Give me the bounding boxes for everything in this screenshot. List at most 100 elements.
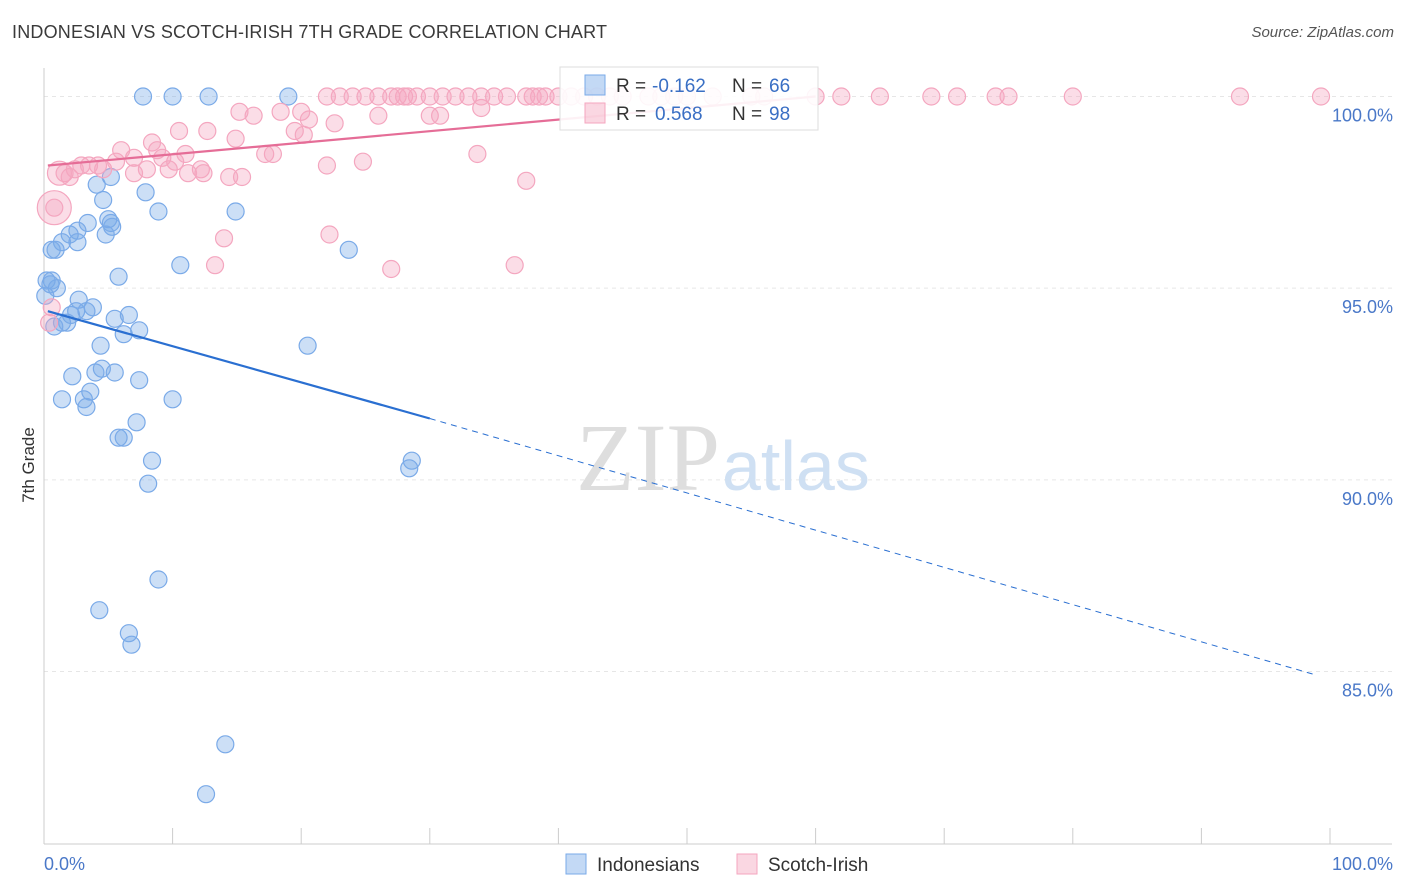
watermark-zip: ZIP [576, 404, 720, 511]
legend-r-value-2: 0.568 [655, 104, 703, 125]
indonesians-point-22 [171, 256, 190, 275]
scotch-irish-point-88 [398, 87, 418, 106]
scotch-irish-point-46 [169, 121, 189, 141]
scotch-irish-point-14 [497, 87, 517, 106]
indonesians-point-55 [142, 451, 162, 470]
indonesians-point-58 [139, 474, 158, 493]
indonesians-point-41 [298, 336, 317, 355]
scotch-irish-point-82 [214, 229, 234, 248]
scotch-irish-point-34 [999, 87, 1018, 106]
legend-swatch-indonesians [584, 74, 606, 96]
scotch-irish-point-15 [517, 87, 536, 106]
indonesians-point-43 [86, 363, 105, 382]
indonesians-point-50 [163, 390, 182, 409]
indonesians-points [36, 87, 421, 804]
legend-n-label-2: N = [732, 104, 762, 125]
scotch-irish-point-6 [388, 87, 407, 106]
indonesians-point-51 [77, 397, 96, 417]
scotch-irish-point-38 [230, 102, 249, 121]
scotch-irish-point-43 [420, 106, 439, 125]
indonesians-point-11 [78, 213, 97, 233]
bottom-legend-label-scotch-irish: Scotch-Irish [768, 855, 868, 876]
indonesians-point-7 [94, 190, 113, 210]
watermark-atlas: atlas [722, 427, 870, 505]
legend-box [559, 66, 819, 131]
scotch-irish-point-37 [1311, 87, 1331, 106]
scotch-irish-point-79 [60, 167, 79, 187]
scotch-irish-point-35 [1063, 87, 1082, 106]
indonesians-point-44 [105, 363, 124, 382]
scotch-irish-point-74 [232, 167, 252, 187]
scotch-irish-point-48 [285, 121, 304, 141]
indonesians-point-45 [63, 367, 82, 386]
scotch-irish-point-86 [42, 298, 61, 317]
scotch-irish-point-80 [45, 198, 64, 217]
bottom-legend-label-indonesians: Indonesians [597, 855, 699, 876]
indonesians-point-19 [42, 240, 61, 259]
scotch-irish-point-large-1 [46, 160, 73, 186]
scotch-irish-point-18 [536, 87, 555, 106]
indonesians-point-61 [119, 624, 138, 643]
indonesians-point-65 [41, 275, 60, 294]
scotch-irish-point-45 [325, 114, 344, 133]
indonesians-point-40 [91, 336, 110, 355]
indonesians-point-27 [36, 286, 55, 305]
indonesians-point-34 [119, 305, 138, 325]
scotch-irish-point-16 [523, 87, 542, 106]
scotch-irish-point-36 [1230, 87, 1250, 106]
indonesians-point-31 [77, 302, 96, 321]
scotch-irish-point-3 [356, 87, 375, 106]
bottom-legend: Indonesians Scotch-Irish [565, 853, 868, 876]
watermark: ZIP atlas [576, 404, 870, 511]
scotch-irish-point-71 [178, 164, 198, 183]
scotch-irish-point-42 [369, 106, 388, 125]
y-tick-label-2: 90.0% [1342, 489, 1393, 509]
x-tick-labels: 0.0% 100.0% [44, 854, 1393, 874]
scotch-irish-point-49 [294, 125, 313, 144]
indonesians-point-63 [216, 735, 235, 754]
scotch-irish-point-1 [330, 87, 349, 106]
scotch-irish-point-41 [244, 106, 263, 125]
scotch-irish-point-13 [485, 87, 504, 106]
scotch-irish-point-84 [505, 256, 524, 275]
x-tick-label-1: 100.0% [1332, 854, 1393, 874]
scotch-irish-point-93 [870, 87, 890, 106]
indonesians-point-64 [196, 785, 216, 804]
indonesians-point-6 [136, 183, 155, 202]
indonesians-point-21 [339, 240, 358, 259]
y-axis-title: 7th Grade [19, 427, 38, 503]
y-tick-label-3: 85.0% [1342, 681, 1393, 701]
indonesians-point-16 [60, 225, 79, 244]
indonesians-trend-line-extension [429, 418, 1318, 676]
indonesians-point-54 [114, 428, 133, 447]
legend-r-value-1: -0.162 [652, 76, 706, 97]
scotch-irish-point-2 [343, 87, 362, 106]
legend-n-label-1: N = [732, 76, 762, 97]
chart-source: Source: ZipAtlas.com [1251, 24, 1394, 41]
scotch-irish-point-78 [517, 171, 536, 190]
scotch-irish-point-31 [922, 87, 941, 106]
scotch-irish-point-70 [124, 164, 144, 183]
chart-title: INDONESIAN VS SCOTCH-IRISH 7TH GRADE COR… [12, 22, 608, 42]
y-tick-labels: 100.0% 95.0% 90.0% 85.0% [1332, 106, 1393, 701]
indonesians-point-20 [46, 240, 65, 259]
scotch-irish-point-large-0 [36, 190, 72, 226]
scotch-irish-point-73 [220, 167, 239, 187]
scotch-irish-point-83 [205, 256, 225, 275]
scotch-irish-point-85 [382, 259, 401, 279]
scotch-irish-point-47 [198, 121, 217, 141]
indonesians-point-59 [149, 570, 168, 589]
axes [43, 68, 1392, 845]
indonesians-point-5 [87, 175, 106, 194]
bottom-legend-swatch-scotch-irish [736, 853, 758, 875]
indonesians-trend-line [47, 310, 431, 420]
indonesians-point-15 [96, 225, 115, 244]
indonesians-point-33 [105, 309, 124, 328]
indonesians-point-53 [109, 428, 128, 447]
scotch-irish-point-40 [292, 102, 311, 121]
scotch-irish-point-76 [353, 152, 373, 171]
indonesians-point-62 [122, 635, 141, 654]
scotch-irish-point-7 [394, 87, 414, 106]
scotch-irish-point-9 [420, 87, 439, 106]
legend-r-label-2: R = [616, 104, 646, 125]
